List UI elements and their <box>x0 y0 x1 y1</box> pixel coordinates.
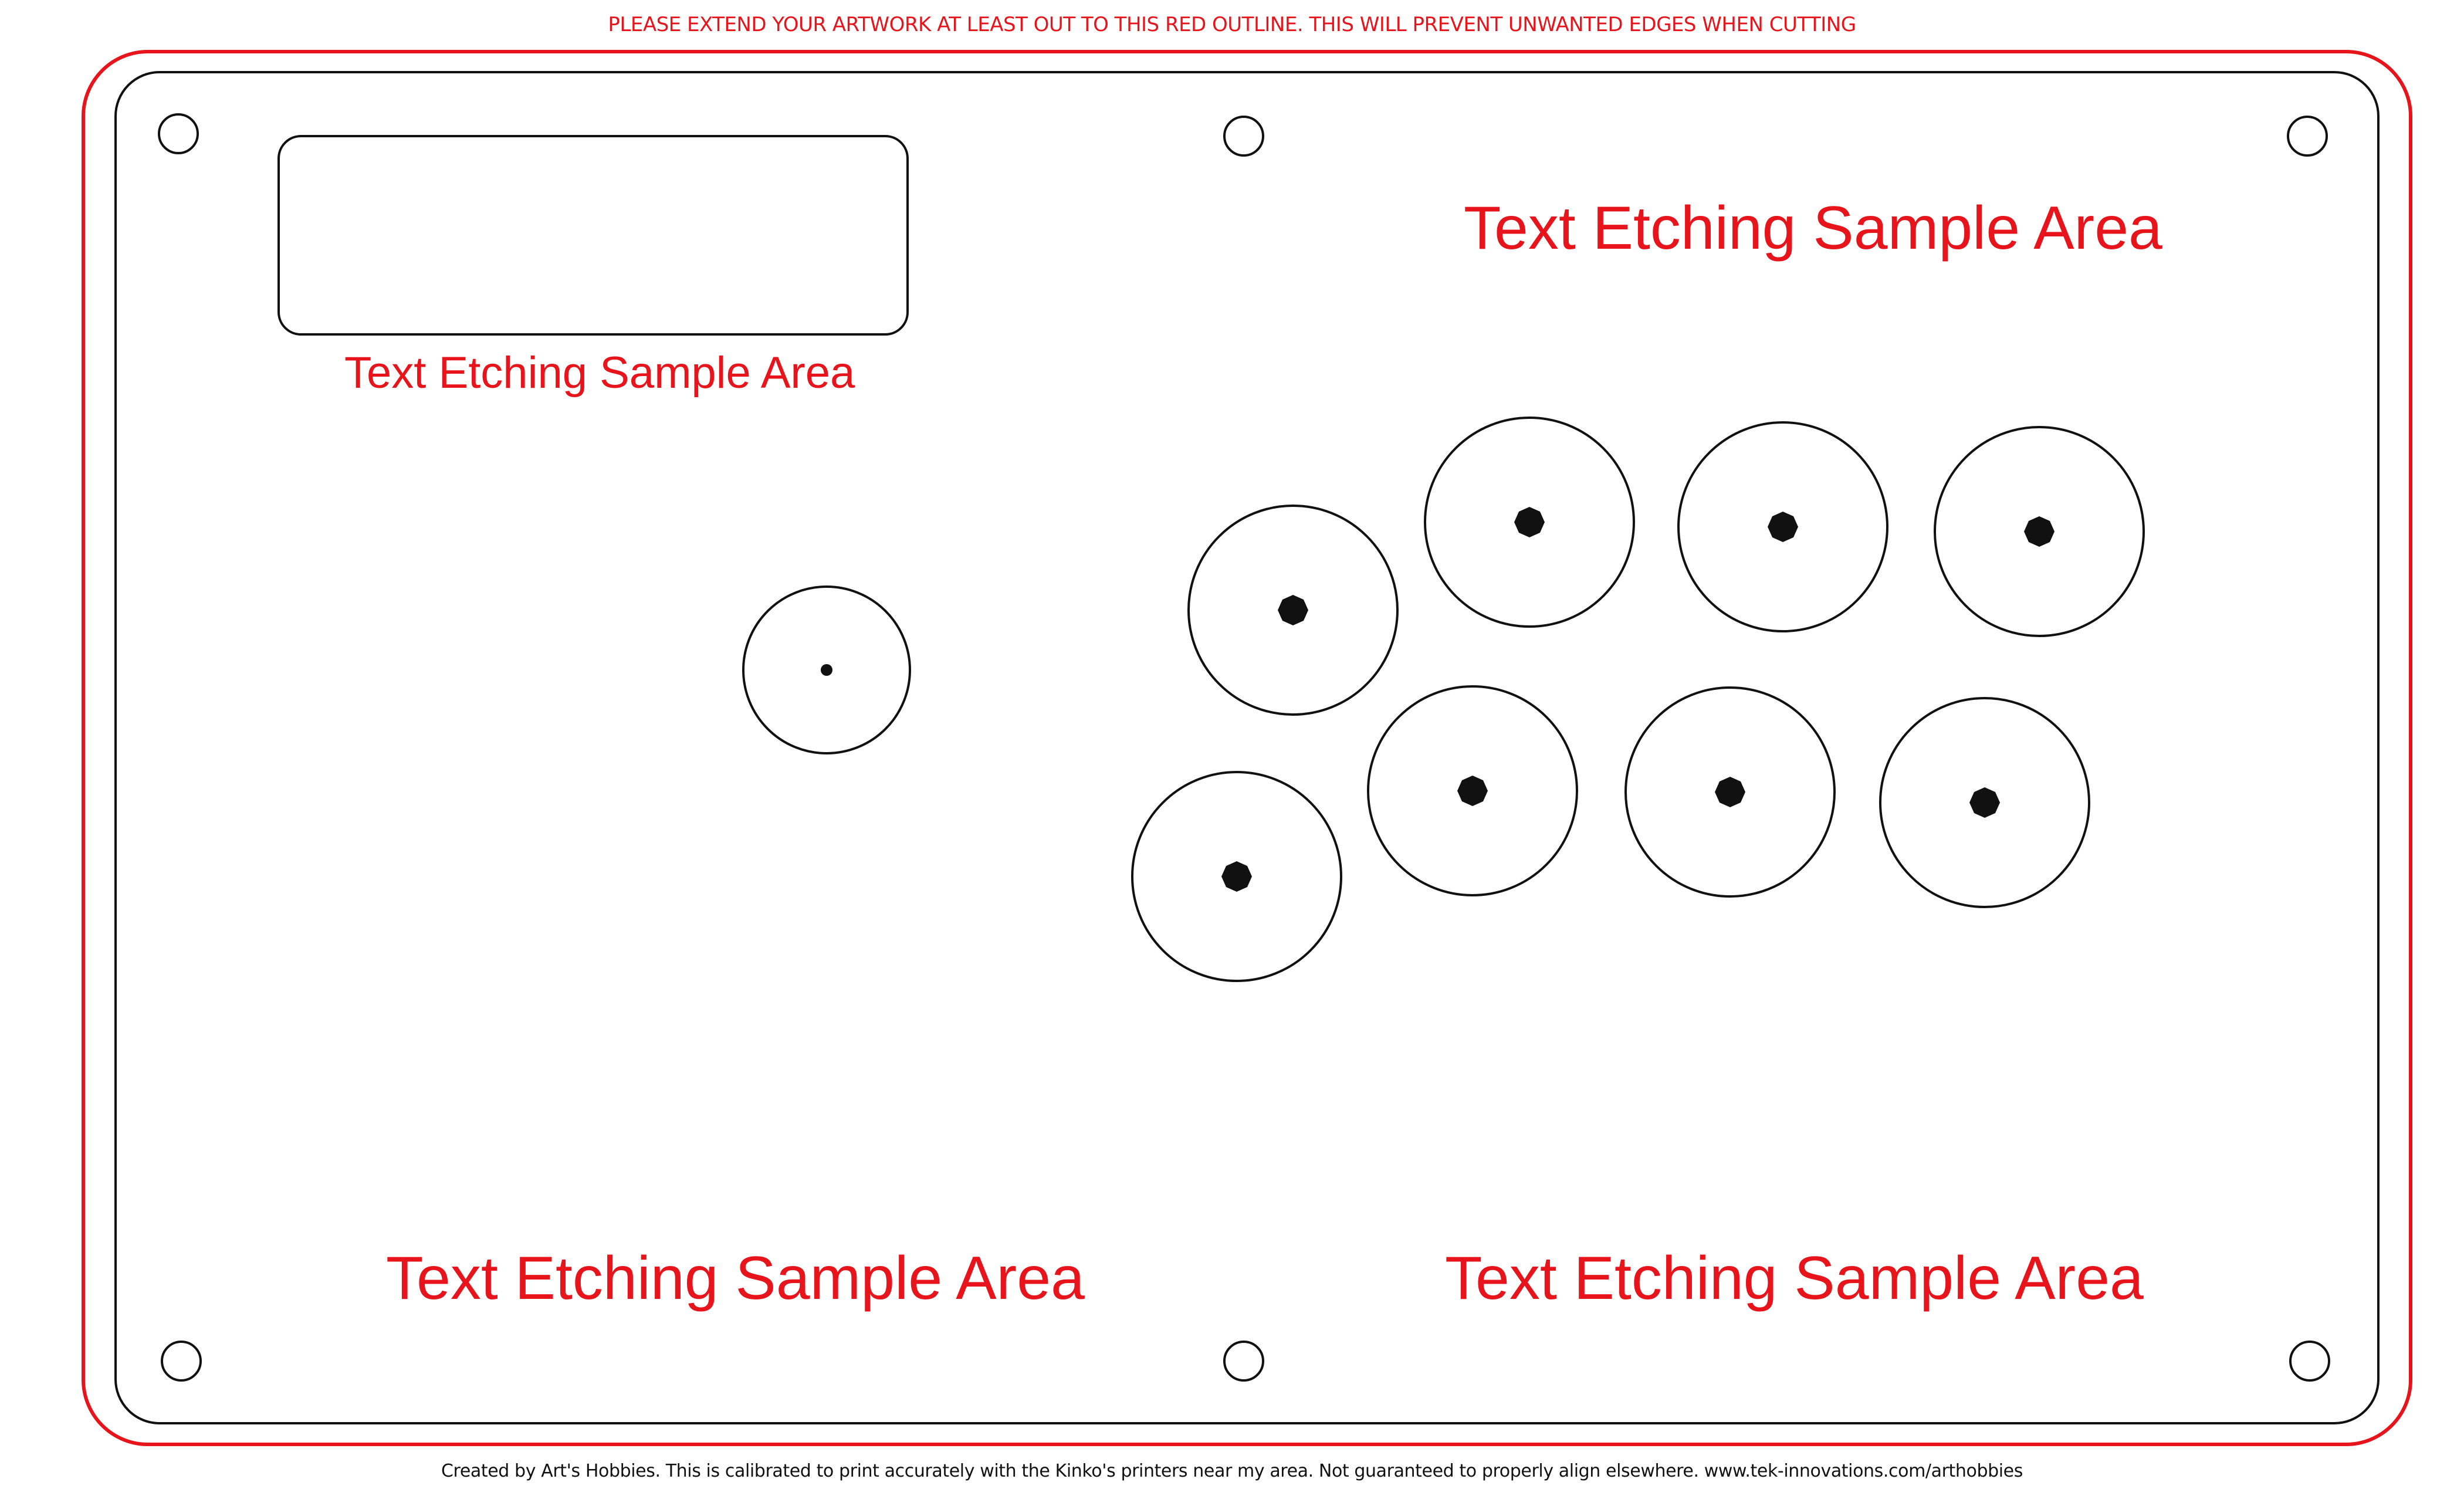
screw-hole-top-left <box>158 113 199 154</box>
button-hole-bottom-4 <box>1879 697 2090 908</box>
button-hole-bottom-3 <box>1624 686 1836 898</box>
panel-cut-line <box>114 71 2380 1424</box>
button-center-mark <box>1969 787 2000 818</box>
joystick-hole <box>742 585 911 754</box>
red-bleed-outline <box>82 50 2412 1446</box>
etching-label-bottom-right: Text Etching Sample Area <box>1445 1244 2144 1312</box>
button-hole-top-1 <box>1187 505 1399 716</box>
button-center-mark <box>1514 507 1545 537</box>
screw-hole-top-right <box>2287 116 2328 157</box>
bleed-instruction-text: PLEASE EXTEND YOUR ARTWORK AT LEAST OUT … <box>608 13 1856 36</box>
button-center-mark <box>1457 776 1488 806</box>
footer-credit-text: Created by Art's Hobbies. This is calibr… <box>441 1461 2023 1481</box>
screw-hole-top-center <box>1223 116 1264 157</box>
joystick-center-mark <box>821 664 832 676</box>
etching-label-bottom-left: Text Etching Sample Area <box>386 1244 1085 1312</box>
button-center-mark <box>1221 861 1252 892</box>
etching-label-top-right: Text Etching Sample Area <box>1464 194 2162 262</box>
screw-hole-bottom-left <box>161 1341 202 1382</box>
button-center-mark <box>1715 777 1745 807</box>
screw-hole-bottom-center <box>1223 1341 1264 1382</box>
button-center-mark <box>2024 516 2055 547</box>
button-center-mark <box>1768 512 1798 542</box>
button-hole-bottom-1 <box>1131 771 1342 982</box>
display-window-cutout <box>277 135 909 336</box>
button-hole-top-2 <box>1424 417 1635 628</box>
button-center-mark <box>1278 595 1308 625</box>
etching-label-display: Text Etching Sample Area <box>344 348 855 398</box>
button-hole-bottom-2 <box>1367 685 1578 896</box>
button-hole-top-4 <box>1934 426 2145 637</box>
screw-hole-bottom-right <box>2289 1341 2330 1382</box>
button-hole-top-3 <box>1677 421 1888 632</box>
